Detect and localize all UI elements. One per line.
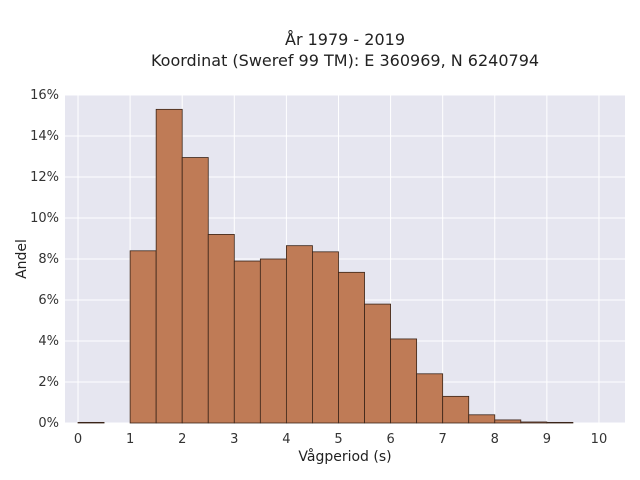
histogram-bar-10 — [338, 271, 365, 424]
x-tick-label: 4 — [282, 432, 290, 447]
y-tick-label: 14% — [30, 129, 59, 144]
histogram-bar-14 — [442, 395, 470, 424]
histogram-bar-9 — [312, 251, 339, 424]
x-tick-label: 1 — [126, 432, 134, 447]
histogram-bar-15 — [468, 414, 496, 424]
x-tick-label: 2 — [178, 432, 186, 447]
y-tick-label: 2% — [38, 375, 59, 390]
y-tick-label: 6% — [38, 293, 59, 308]
y-tick-label: 12% — [30, 170, 59, 185]
y-tick-label: 0% — [38, 416, 59, 431]
histogram-bar-3 — [155, 108, 183, 424]
x-tick-label: 10 — [591, 432, 608, 447]
histogram-bar-2 — [129, 250, 157, 424]
histogram-bar-16 — [494, 419, 522, 424]
x-axis-ticks: 0 1 2 3 4 5 6 7 8 9 10 — [74, 432, 607, 447]
histogram-bar-6 — [233, 260, 261, 424]
histogram-bar-7 — [259, 258, 287, 424]
y-tick-label: 10% — [30, 211, 59, 226]
histogram-bar-13 — [416, 373, 444, 424]
histogram-bar-5 — [207, 233, 235, 424]
x-tick-label: 6 — [386, 432, 394, 447]
x-tick-label: 0 — [74, 432, 82, 447]
y-tick-label: 4% — [38, 334, 59, 349]
y-axis-ticks: 0% 2% 4% 6% 8% 10% 12% 14% 16% — [30, 88, 59, 431]
y-tick-label: 8% — [38, 252, 59, 267]
chart-title-line-1: År 1979 - 2019 — [285, 30, 405, 49]
x-axis-label: Vågperiod (s) — [298, 448, 391, 465]
histogram-bar-8 — [285, 245, 313, 424]
x-tick-label: 8 — [491, 432, 499, 447]
chart-title-line-2: Koordinat (Sweref 99 TM): E 360969, N 62… — [151, 51, 539, 70]
y-tick-label: 16% — [30, 88, 59, 103]
histogram-bar-4 — [181, 157, 209, 424]
histogram-bar-0 — [77, 421, 105, 424]
histogram-bar-12 — [390, 338, 418, 424]
x-tick-label: 7 — [439, 432, 447, 447]
bars — [77, 108, 574, 424]
y-axis-label: Andel — [14, 239, 30, 279]
x-tick-label: 9 — [543, 432, 551, 447]
x-tick-label: 3 — [230, 432, 238, 447]
histogram-bar-11 — [364, 303, 391, 424]
histogram-bar-17 — [520, 421, 548, 424]
histogram-bar-18 — [546, 421, 574, 424]
x-tick-label: 5 — [334, 432, 342, 447]
